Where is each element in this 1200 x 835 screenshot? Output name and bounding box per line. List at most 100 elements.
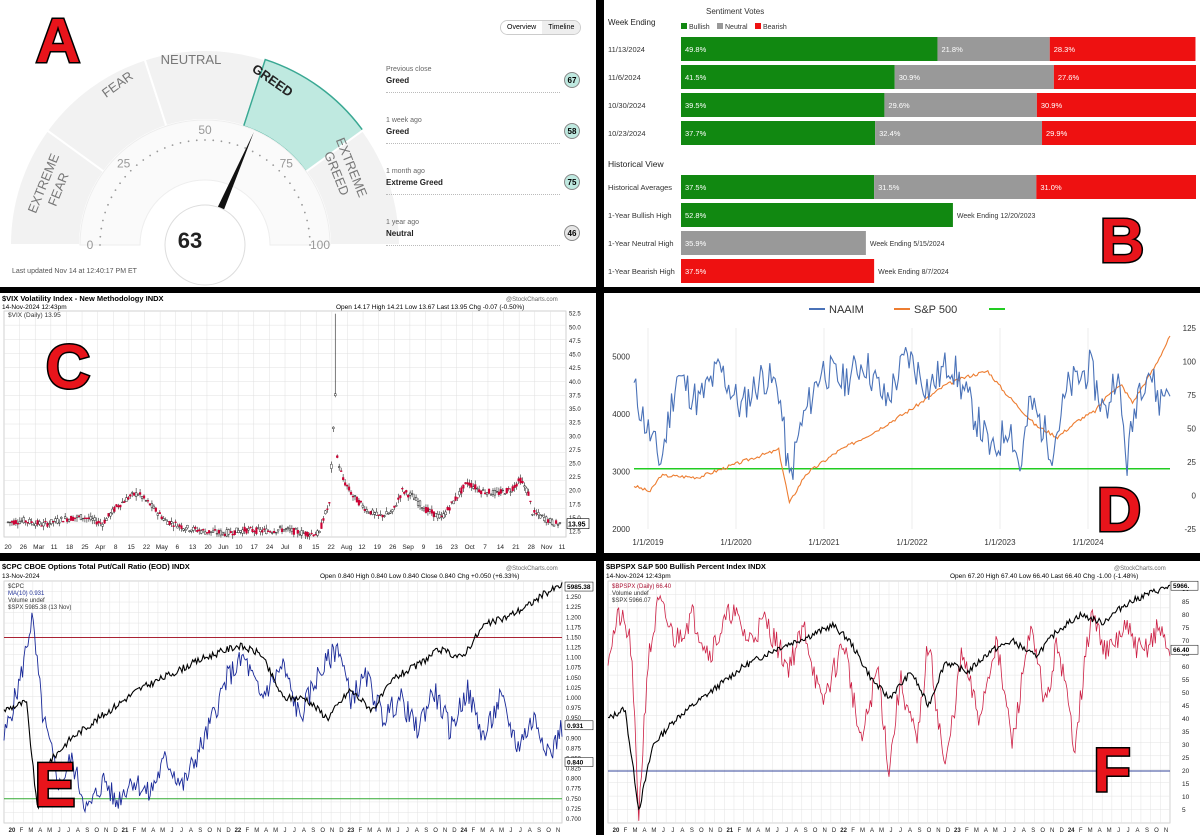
history-row: Previous close Greed 67	[386, 66, 582, 106]
candle-body	[28, 519, 31, 524]
week-date: 11/6/2024	[608, 73, 641, 82]
candle-body	[103, 519, 106, 524]
x-tick: 14	[497, 544, 505, 551]
candle-body	[144, 500, 148, 502]
candle-body	[101, 524, 104, 527]
fear-greed-gauge: EXTREMEFEARFEARNEUTRALGREEDEXTREMEGREED0…	[8, 6, 402, 286]
gauge-dot	[289, 182, 291, 185]
candle-body	[257, 527, 260, 529]
x-tick: Jul	[281, 544, 290, 551]
candle-body	[129, 494, 132, 497]
candle-body	[497, 491, 500, 495]
y-tick: 0.775	[566, 787, 582, 793]
candle-body	[22, 517, 25, 524]
candle-body	[503, 493, 506, 495]
candle-body	[535, 513, 538, 515]
candle-body	[338, 466, 341, 468]
gauge-dot	[119, 182, 121, 185]
y-tick: 50.0	[569, 325, 581, 331]
candle-body	[312, 534, 315, 537]
candle-body	[198, 529, 201, 532]
tab-timeline[interactable]: Timeline	[542, 21, 581, 34]
x-tick: M	[632, 828, 637, 834]
vix-chart-panel: $VIX Volatility Index - New Methodology …	[0, 293, 596, 553]
gauge-dot	[142, 159, 145, 161]
x-tick: N	[104, 828, 108, 834]
x-tick: Oct	[465, 544, 475, 551]
week-row-bull-bar	[681, 65, 895, 89]
week-row-bull-label: 37.7%	[685, 129, 707, 138]
gauge-dot	[156, 150, 159, 153]
x-tick: 16	[435, 544, 443, 551]
x-tick: S	[804, 828, 808, 834]
candle-body	[411, 493, 414, 495]
gauge-score: 63	[178, 228, 202, 253]
series-legend: $SPX 5985.38 (13 Nov)	[8, 605, 71, 611]
candle-body	[156, 513, 159, 516]
x-tick: A	[1022, 828, 1026, 834]
x-tick: A	[1098, 828, 1102, 834]
candle-body	[351, 496, 355, 498]
candle-body	[462, 484, 465, 489]
tab-overview[interactable]: Overview	[501, 21, 543, 34]
series-legend: Volume undef	[8, 598, 45, 604]
x-tick: 20	[4, 544, 12, 551]
x-tick: S	[690, 828, 694, 834]
x-tick: 1/1/2024	[1072, 538, 1104, 547]
candle-body	[328, 502, 331, 504]
gauge-dot	[244, 147, 247, 149]
candle-body	[533, 510, 536, 513]
x-tick: A	[38, 828, 42, 834]
candle-body	[403, 491, 406, 494]
candle-body	[10, 521, 14, 523]
legend-swatch-neutral	[717, 23, 723, 29]
candle-body	[68, 519, 71, 522]
week-row-bear-bar	[1049, 37, 1196, 61]
y-tick: 25.0	[569, 461, 581, 467]
x-tick: O	[320, 828, 325, 834]
candle-body	[93, 517, 96, 521]
candle-body	[371, 509, 374, 515]
y-tick: 85	[1182, 599, 1190, 606]
gauge-dot	[278, 169, 281, 172]
x-tick: J	[776, 828, 779, 834]
candle-body	[83, 517, 86, 519]
gauge-dot	[124, 175, 127, 178]
candle-body	[543, 517, 546, 521]
x-tick: J	[1013, 828, 1016, 834]
x-tick: N	[556, 828, 560, 834]
historical-avg-neutral-label: 31.5%	[878, 183, 900, 192]
x-tick: A	[264, 828, 268, 834]
y-tick: 1.000	[566, 696, 582, 702]
y-tick: 40	[1182, 716, 1190, 723]
candle-body	[44, 520, 47, 523]
candle-body	[422, 508, 426, 512]
x-tick: F	[358, 828, 362, 834]
gauge-tick-0: 0	[87, 238, 94, 252]
candle-body	[552, 524, 556, 527]
candle-body	[263, 528, 266, 530]
candle-body	[249, 526, 252, 529]
candle-body	[75, 515, 79, 519]
x-tick: 1/1/2020	[720, 538, 752, 547]
history-divider	[386, 143, 560, 144]
x-tick: M	[254, 828, 259, 834]
candle-body	[414, 497, 418, 501]
candle-body	[188, 530, 191, 532]
x-tick: A	[528, 828, 532, 834]
candle-body	[547, 519, 550, 523]
candle-body	[483, 492, 487, 494]
right-tick: -25	[1184, 525, 1196, 534]
x-tick: A	[415, 828, 419, 834]
historical-avg-bear-bar	[1036, 175, 1196, 199]
candle-body	[62, 520, 65, 523]
candle-body	[409, 492, 412, 496]
right-tick: 125	[1183, 324, 1197, 333]
gauge-dot	[258, 154, 261, 157]
x-tick: 20	[204, 544, 212, 551]
week-row-bull-bar	[681, 37, 938, 61]
x-tick: D	[113, 828, 118, 834]
sentiment-votes-panel: Sentiment Votes Week Ending Bullish Neutral…	[604, 0, 1200, 287]
gauge-dot	[114, 189, 117, 192]
candle-body	[233, 530, 236, 535]
